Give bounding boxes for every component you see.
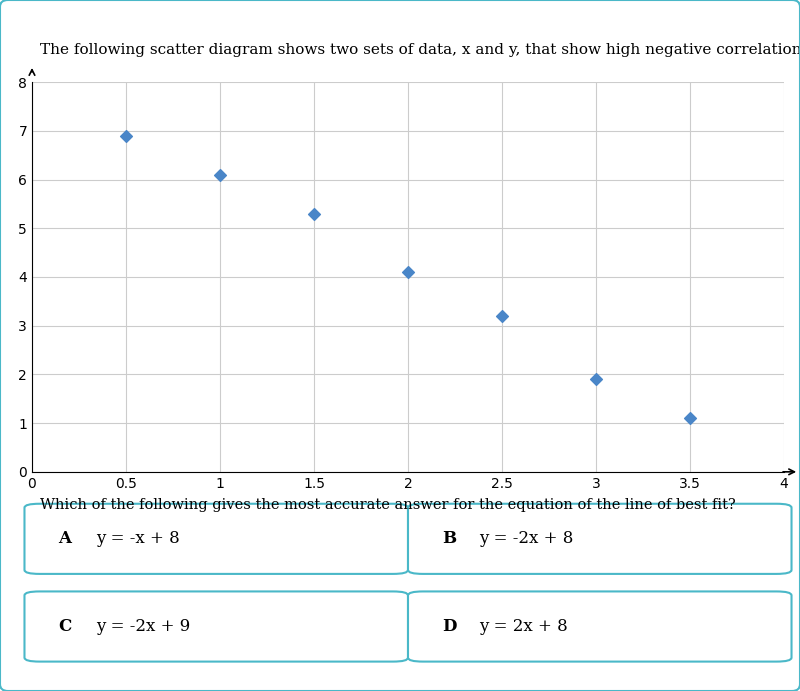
Text: Which of the following gives the most accurate answer for the equation of the li: Which of the following gives the most ac… (39, 498, 735, 512)
FancyBboxPatch shape (408, 591, 791, 661)
Point (496, 310, 509, 321)
Point (307, 208, 320, 219)
Text: y = -2x + 8: y = -2x + 8 (479, 530, 574, 547)
FancyBboxPatch shape (25, 591, 408, 661)
Text: B: B (442, 530, 456, 547)
Point (120, 130, 133, 141)
Text: C: C (58, 618, 71, 635)
Text: y = -2x + 9: y = -2x + 9 (96, 618, 190, 635)
Point (590, 374, 602, 385)
Text: y = -x + 8: y = -x + 8 (96, 530, 180, 547)
Text: y = 2x + 8: y = 2x + 8 (479, 618, 568, 635)
Point (402, 267, 414, 278)
FancyBboxPatch shape (408, 504, 791, 574)
Point (214, 169, 226, 180)
Text: The following scatter diagram shows two sets of data, x and y, that show high ne: The following scatter diagram shows two … (39, 43, 800, 57)
Text: A: A (58, 530, 71, 547)
Point (683, 413, 696, 424)
Text: D: D (442, 618, 456, 635)
FancyBboxPatch shape (25, 504, 408, 574)
